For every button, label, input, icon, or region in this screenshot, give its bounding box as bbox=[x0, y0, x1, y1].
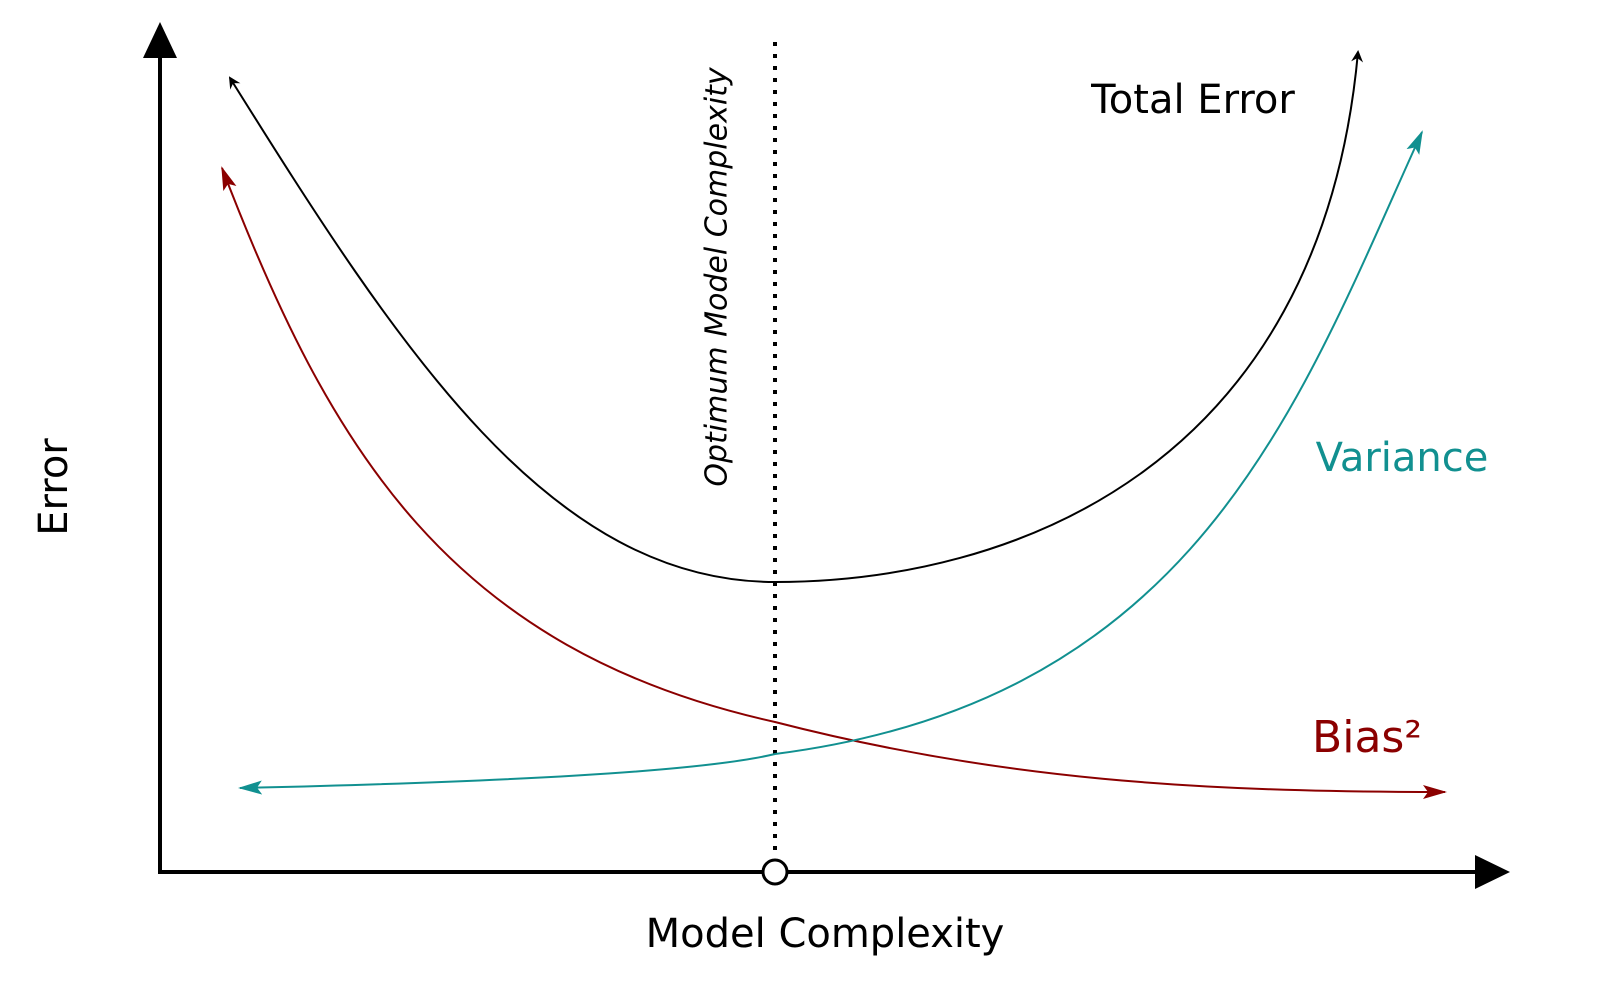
x-axis-arrow bbox=[1475, 855, 1510, 889]
variance-curve bbox=[238, 130, 1423, 795]
optimum-label: Optimum Model Complexity bbox=[700, 66, 735, 487]
y-axis-label: Error bbox=[31, 438, 77, 536]
optimum-point bbox=[761, 858, 789, 886]
bias-curve bbox=[221, 166, 1447, 799]
y-axis-arrow bbox=[143, 22, 177, 58]
total-error-label: Total Error bbox=[1090, 77, 1295, 123]
variance-label: Variance bbox=[1316, 435, 1489, 481]
x-axis-label: Model Complexity bbox=[646, 911, 1005, 957]
bias-label: Bias² bbox=[1312, 712, 1422, 763]
